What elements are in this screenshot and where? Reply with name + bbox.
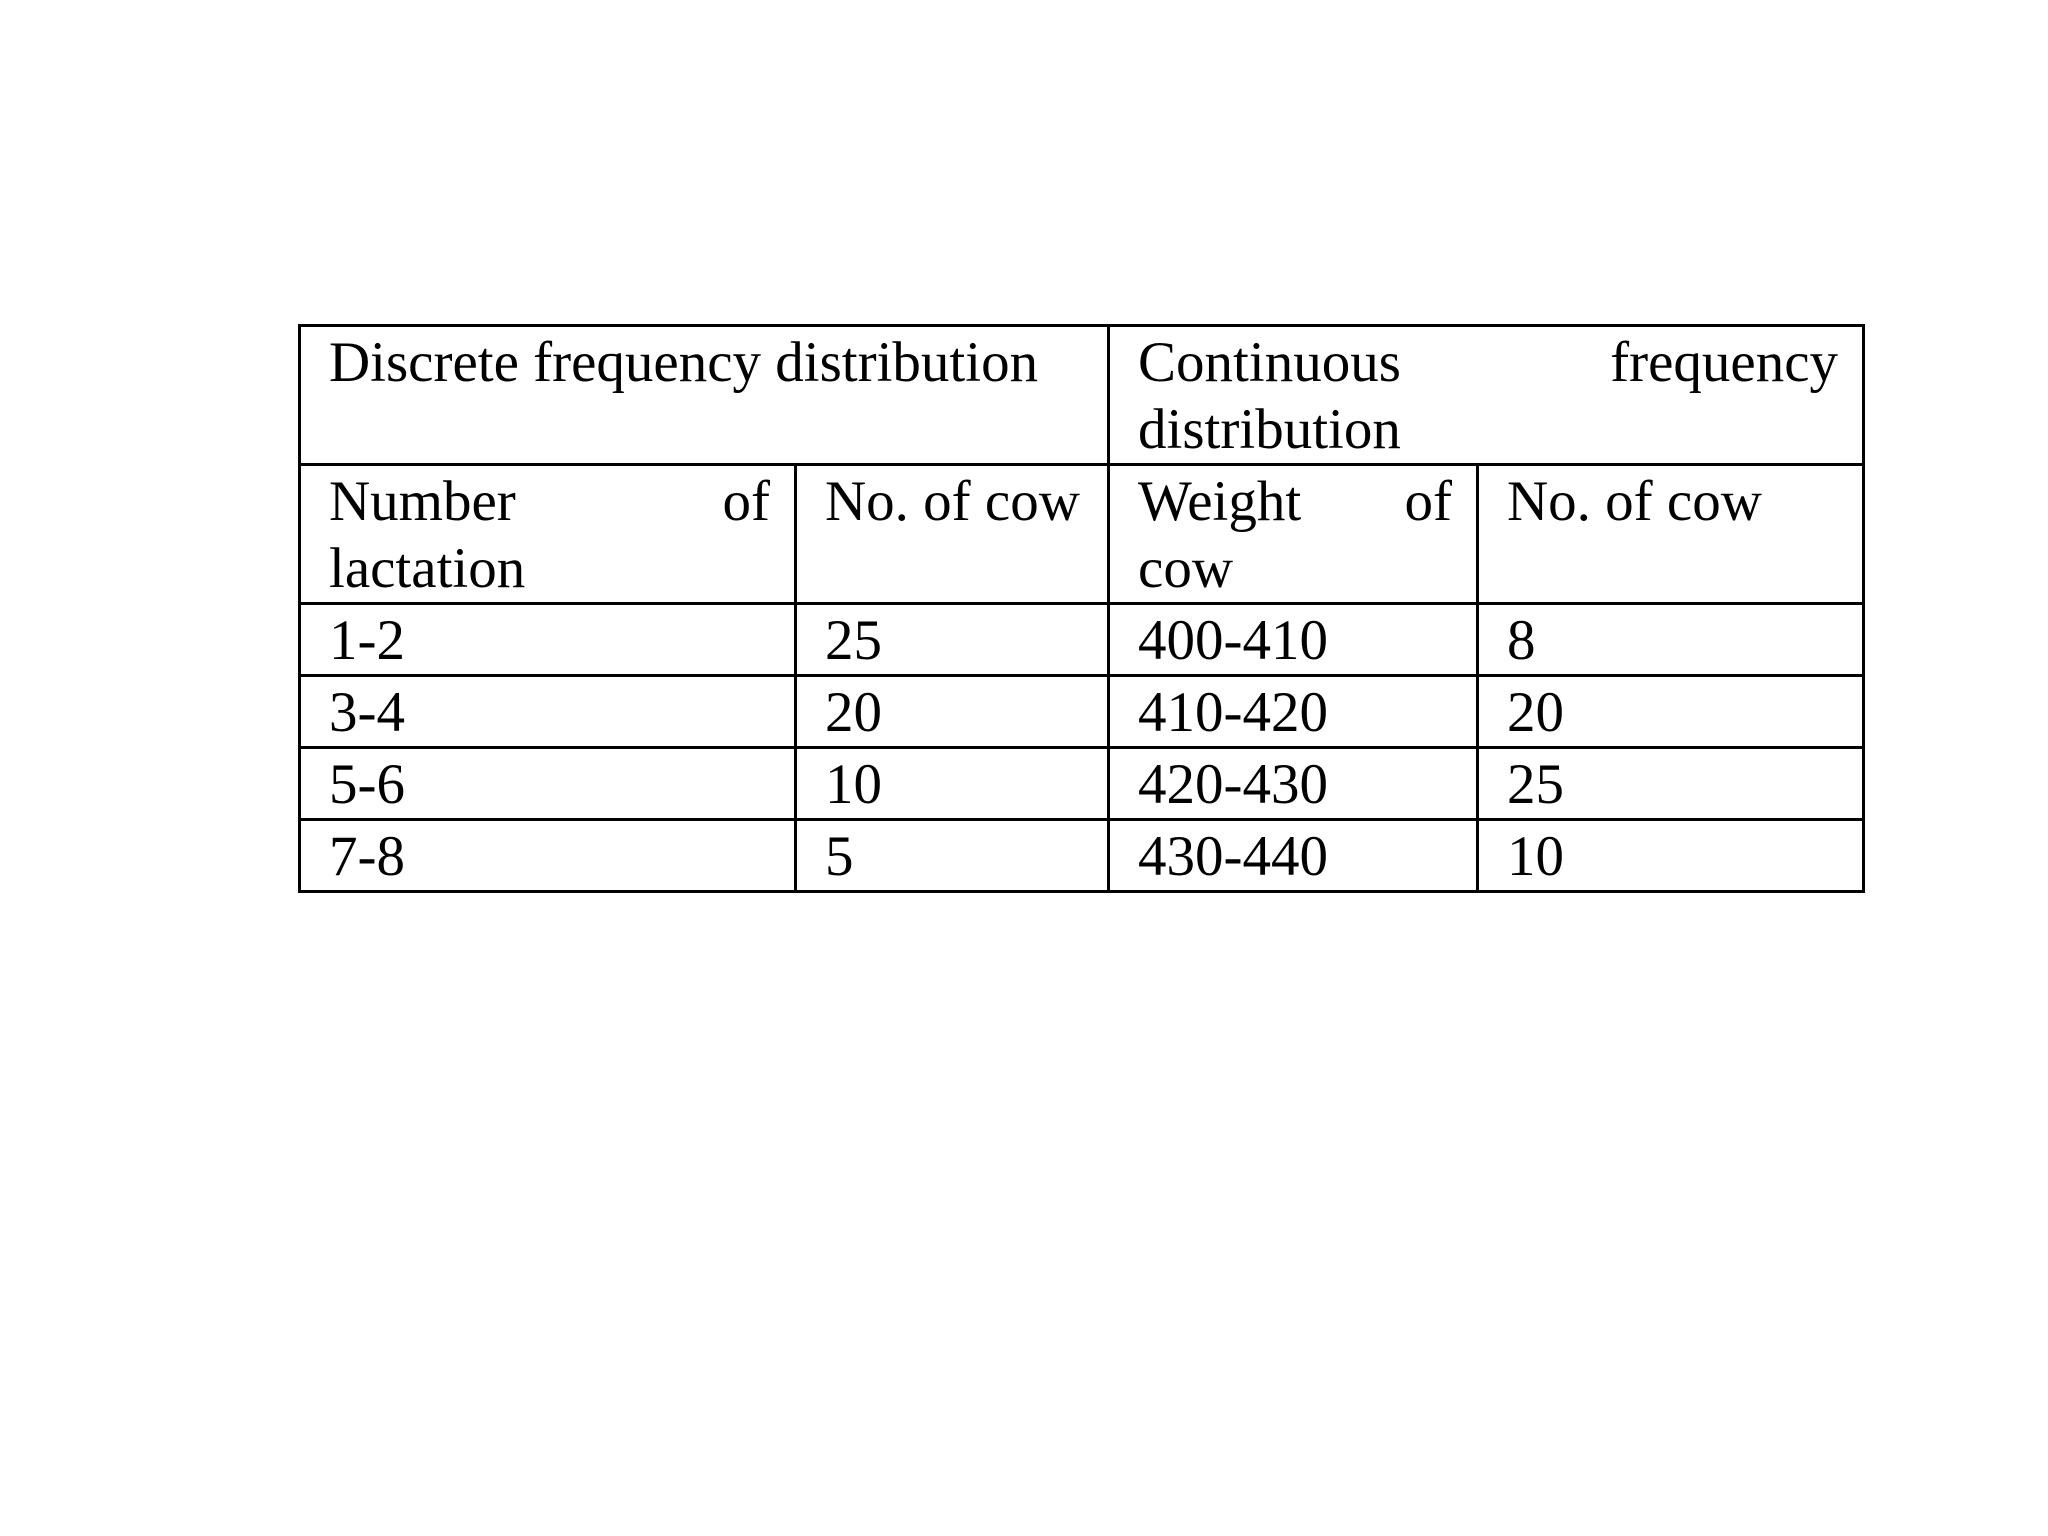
weight-header-word1: Weight [1138,470,1302,533]
cell-discrete-count: 20 [793,674,1111,749]
frequency-distribution-table: Discrete frequency distribution Continuo… [297,324,1866,893]
weight-header-line2: cow [1138,537,1233,600]
cell-lactation-range: 5-6 [298,746,797,821]
weight-header-word2: of [1404,470,1453,533]
lactation-column-header-cell: Number of lactation [298,463,797,605]
discrete-count-header-label: No. of cow [825,470,1080,533]
cell-weight-range: 420-430 [1107,746,1480,821]
lactation-header-line1: Number of [329,468,770,535]
discrete-group-header-cell: Discrete frequency distribution [297,324,1111,466]
table-row: 1-2 25 400-410 8 [298,602,1866,677]
cell-weight-range: 430-440 [1107,818,1480,893]
cell-continuous-count: 10 [1476,818,1866,893]
lactation-header-line2: lactation [329,537,526,600]
cell-lactation-range: 1-2 [298,602,797,677]
continuous-group-header-cell: Continuous frequency distribution [1107,324,1866,466]
discrete-count-column-header-cell: No. of cow [793,463,1111,605]
table-row: 3-4 20 410-420 20 [298,674,1866,749]
continuous-count-header-label: No. of cow [1507,470,1762,533]
lactation-header-word1: Number [329,470,516,533]
continuous-group-header-line2: distribution [1138,398,1401,461]
weight-header-line1: Weight of [1138,468,1452,535]
cell-lactation-range: 3-4 [298,674,797,749]
lactation-header-word2: of [722,470,770,533]
cell-continuous-count: 25 [1476,746,1866,821]
column-header-row: Number of lactation No. of cow Weight of… [298,463,1866,605]
continuous-group-header-word2: frequency [1610,331,1839,394]
cell-discrete-count: 10 [793,746,1111,821]
cell-weight-range: 400-410 [1107,602,1480,677]
table-row: 5-6 10 420-430 25 [298,746,1866,821]
cell-discrete-count: 5 [793,818,1111,893]
discrete-group-header-label: Discrete frequency distribution [329,331,1039,394]
table-row: 7-8 5 430-440 10 [298,818,1866,893]
continuous-group-header-word1: Continuous [1138,331,1401,394]
continuous-group-header-line1: Continuous frequency [1138,329,1838,396]
cell-continuous-count: 20 [1476,674,1866,749]
cell-weight-range: 410-420 [1107,674,1480,749]
weight-column-header-cell: Weight of cow [1107,463,1480,605]
cell-lactation-range: 7-8 [298,818,797,893]
cell-discrete-count: 25 [793,602,1111,677]
cell-continuous-count: 8 [1476,602,1866,677]
group-header-row: Discrete frequency distribution Continuo… [297,324,1866,466]
continuous-count-column-header-cell: No. of cow [1476,463,1866,605]
